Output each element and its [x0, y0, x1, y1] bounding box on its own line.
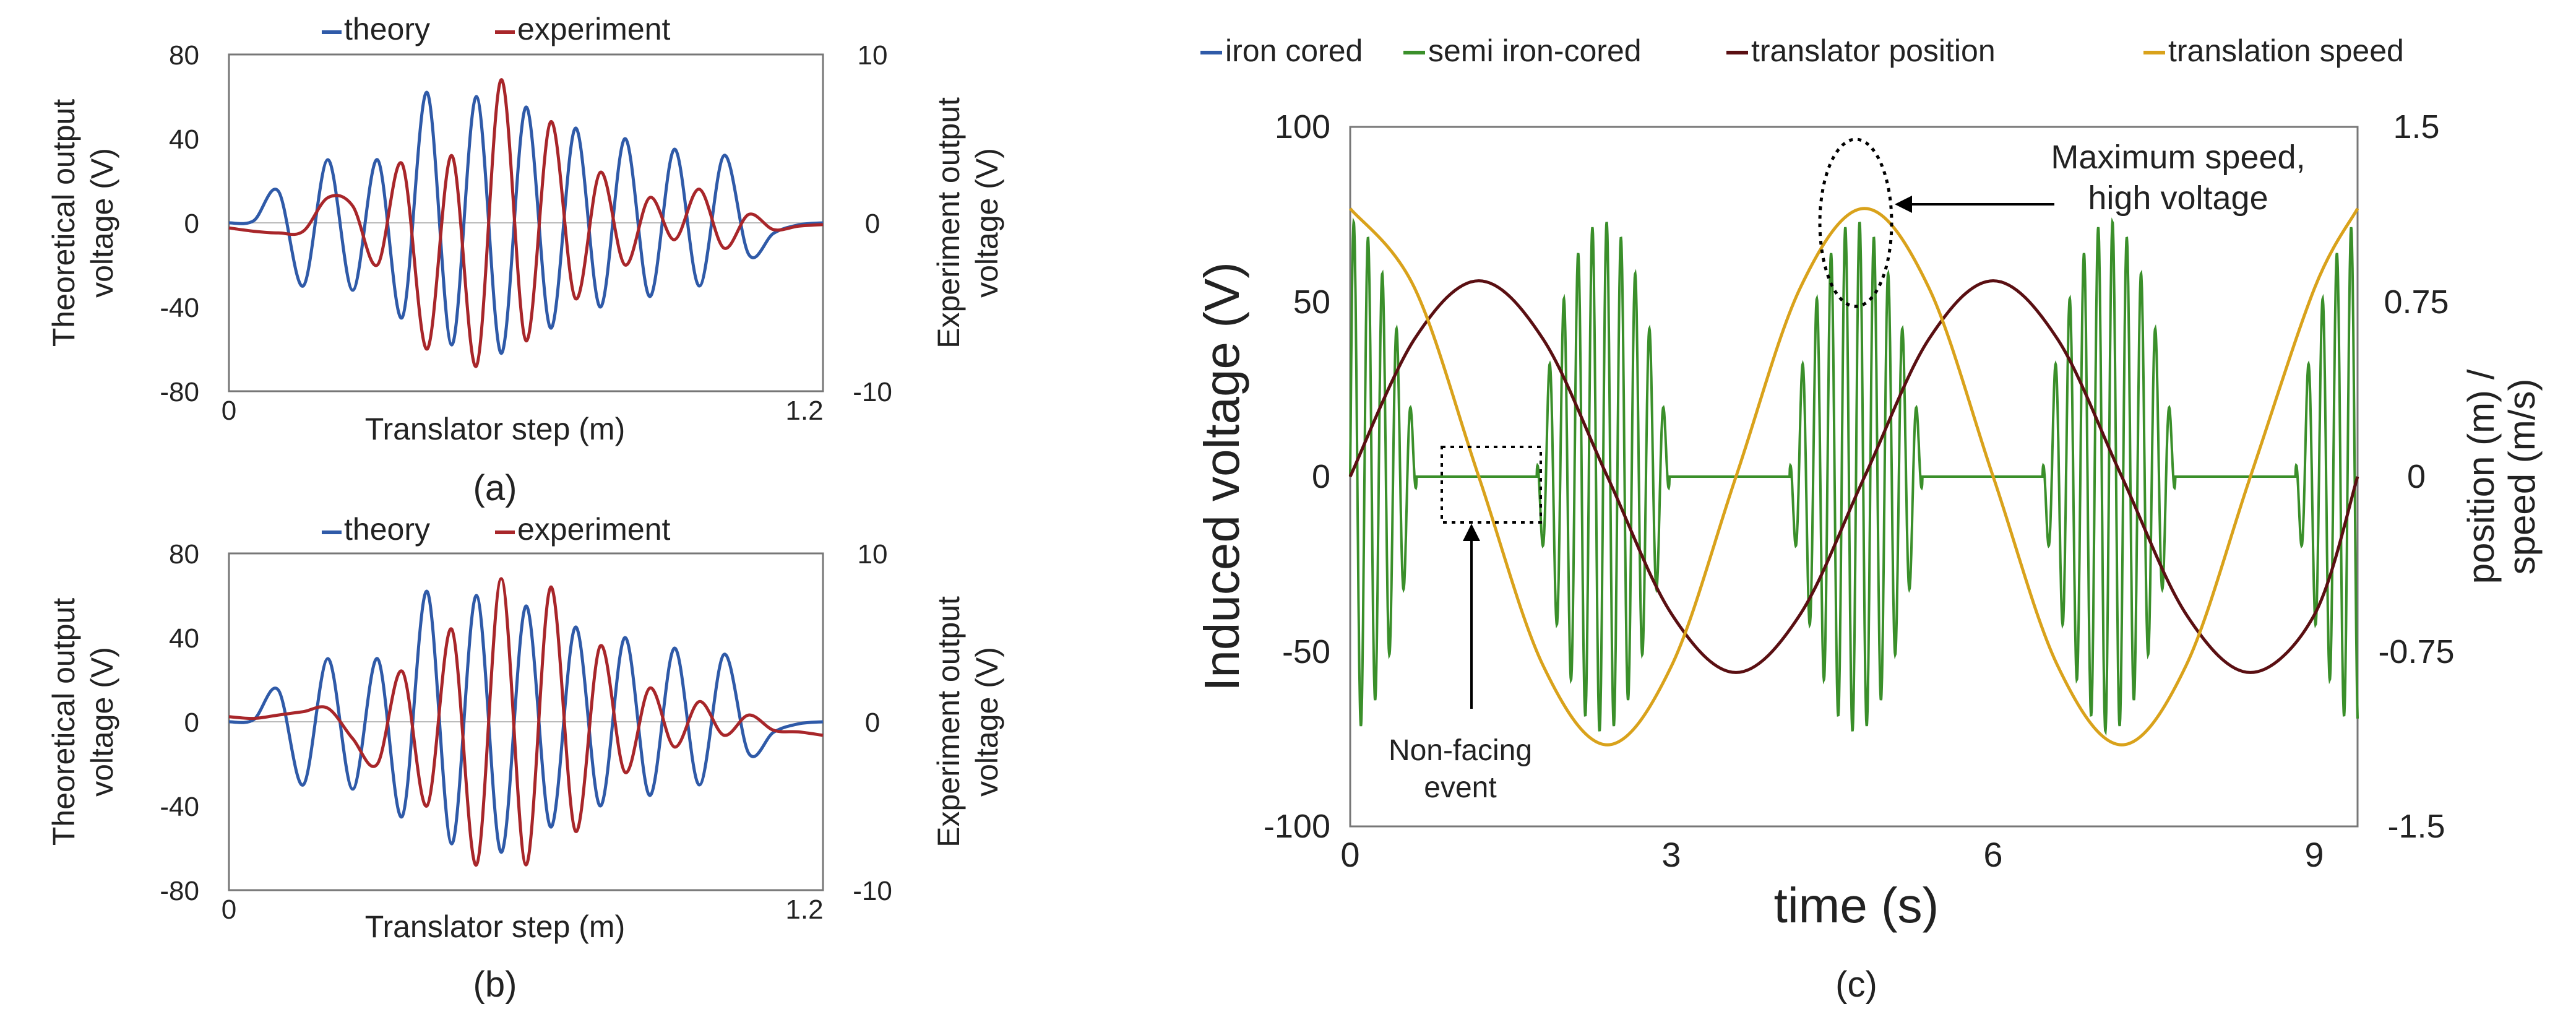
panel-b-left-axis-title-line-1: Theoretical output	[46, 598, 81, 846]
panel-a-xtick: 1.2	[785, 396, 823, 426]
panel-c-translator-position-line	[1348, 279, 2359, 674]
panel-a-left-axis-title-group: Theoretical output voltage (V)	[46, 99, 119, 347]
panel-c-xtick: 0	[1340, 835, 1359, 874]
panel-a-ytick: 0	[184, 209, 199, 239]
panel-b-ytick: -40	[160, 792, 199, 822]
panel-b-y2tick: 0	[865, 708, 880, 738]
panel-a-right-axis-title-group: Experiment output voltage (V)	[931, 97, 1004, 349]
panel-a: theory experiment 80 40 0 -40 -80 10 0 -…	[46, 12, 1004, 508]
panel-c-legend-translation-speed-label: translation speed	[2168, 33, 2404, 68]
panel-c-right-ticks: 1.5 0.75 0 -0.75 -1.5	[2378, 108, 2454, 845]
panel-c: iron cored semi iron-cored translator po…	[1194, 33, 2543, 1005]
panel-a-y2tick: 10	[858, 40, 888, 71]
panel-b-xtick: 1.2	[785, 894, 823, 925]
panel-b-ytick: 0	[184, 708, 199, 738]
panel-c-y2tick: 0.75	[2384, 284, 2449, 321]
panel-a-left-ticks: 80 40 0 -40 -80	[160, 40, 199, 407]
panel-b-experiment-line	[228, 577, 824, 867]
panel-c-legend: iron cored semi iron-cored translator po…	[1200, 33, 2404, 68]
panel-c-max-speed-marker	[1818, 137, 1893, 308]
panel-b-right-ticks: 10 0 -10	[853, 539, 892, 906]
panel-a-y2tick: 0	[865, 209, 880, 239]
panel-c-non-facing-label-line-2: event	[1424, 771, 1496, 804]
panel-c-semi-iron-cored-line	[1349, 217, 2359, 736]
panel-b-legend: theory experiment	[322, 512, 670, 547]
panel-c-xtick: 9	[2304, 835, 2324, 874]
panel-c-ytick: -50	[1282, 633, 1330, 670]
panel-b-xtick: 0	[222, 894, 236, 925]
panel-b-x-ticks: 0 1.2	[222, 894, 824, 925]
panel-b-left-ticks: 80 40 0 -40 -80	[160, 539, 199, 906]
panel-c-left-ticks: 100 50 0 -50 -100	[1264, 108, 1330, 845]
panel-b-left-axis-title-group: Theoretical output voltage (V)	[46, 598, 119, 846]
panel-a-right-axis-title-line-2: voltage (V)	[970, 148, 1004, 298]
panel-b-y2tick: 10	[858, 539, 888, 569]
panel-a-label: (a)	[473, 468, 517, 508]
panel-b-y2tick: -10	[853, 876, 892, 906]
panel-c-legend-translator-position-label: translator position	[1751, 33, 1996, 68]
panel-a-experiment-line	[228, 78, 824, 368]
panel-a-right-ticks: 10 0 -10	[853, 40, 892, 407]
panel-c-ytick: 0	[1312, 458, 1330, 495]
panel-a-ytick: -40	[160, 293, 199, 323]
panel-c-right-axis-title-line-1: position (m) /	[2460, 369, 2502, 584]
panel-a-left-axis-title-line-1: Theoretical output	[46, 99, 81, 347]
panel-a-ytick: 40	[169, 124, 199, 155]
panel-b-ytick: -80	[160, 876, 199, 906]
panel-b-theory-line	[228, 589, 824, 854]
panel-c-voltage-lines	[1349, 217, 2359, 736]
panel-b-left-axis-title-line-2: voltage (V)	[85, 647, 119, 797]
panel-b-ytick: 80	[169, 539, 199, 569]
panel-a-ytick: -80	[160, 377, 199, 407]
panel-b-label: (b)	[473, 964, 517, 1005]
panel-c-label: (c)	[1835, 964, 1877, 1005]
panel-c-xtick: 3	[1661, 835, 1681, 874]
panel-c-non-facing-label-line-1: Non-facing	[1389, 734, 1532, 767]
panel-c-translation-speed-line	[1349, 207, 2359, 747]
panel-b-right-axis-title-group: Experiment output voltage (V)	[931, 596, 1004, 847]
panel-b-legend-experiment-label: experiment	[517, 512, 670, 547]
panel-b: theory experiment 80 40 0 -40 -80 10 0 -…	[46, 512, 1004, 1005]
panel-c-max-speed-arrowhead	[1895, 196, 1912, 213]
panel-b-right-axis-title-line-2: voltage (V)	[970, 647, 1004, 797]
panel-c-x-ticks: 0 3 6 9	[1340, 835, 2324, 874]
panel-b-x-axis-title: Translator step (m)	[365, 909, 625, 944]
panel-a-legend-theory-label: theory	[344, 12, 430, 46]
panel-c-ytick: 100	[1275, 108, 1330, 145]
panel-c-right-axis-title-group: position (m) / speed (m/s)	[2460, 369, 2543, 584]
panel-c-y2tick: 0	[2407, 458, 2426, 495]
panel-a-legend: theory experiment	[322, 12, 670, 46]
panel-c-left-axis-title: Induced voltage (V)	[1194, 262, 1249, 691]
panel-c-max-speed-label-line-1: Maximum speed,	[2051, 139, 2305, 176]
panel-c-ytick: -100	[1264, 808, 1330, 845]
panel-a-right-axis-title-line-1: Experiment output	[931, 97, 966, 349]
panel-b-right-axis-title-line-1: Experiment output	[931, 596, 966, 847]
panel-a-ytick: 80	[169, 40, 199, 71]
panel-a-xtick: 0	[222, 396, 236, 426]
panel-a-legend-experiment-label: experiment	[517, 12, 670, 46]
panel-c-y2tick: 1.5	[2393, 108, 2439, 145]
panel-b-legend-theory-label: theory	[344, 512, 430, 547]
panel-c-ytick: 50	[1293, 284, 1330, 321]
panel-c-xtick: 6	[1983, 835, 2002, 874]
panel-c-non-facing-arrowhead	[1463, 524, 1480, 541]
panel-a-x-ticks: 0 1.2	[222, 396, 824, 426]
panel-c-y2tick: -1.5	[2387, 808, 2445, 845]
panel-b-ytick: 40	[169, 623, 199, 654]
panel-c-legend-semi-iron-cored-label: semi iron-cored	[1428, 33, 1642, 68]
panel-c-right-axis-title-line-2: speed (m/s)	[2501, 379, 2543, 575]
panel-a-x-axis-title: Translator step (m)	[365, 412, 625, 446]
panel-a-left-axis-title-line-2: voltage (V)	[85, 148, 119, 298]
panel-c-x-axis-title: time (s)	[1774, 878, 1939, 933]
panel-c-legend-iron-cored-label: iron cored	[1225, 33, 1363, 68]
panel-c-y2tick: -0.75	[2378, 633, 2454, 670]
panel-a-y2tick: -10	[853, 377, 892, 407]
panel-c-max-speed-label-line-2: high voltage	[2088, 180, 2268, 217]
